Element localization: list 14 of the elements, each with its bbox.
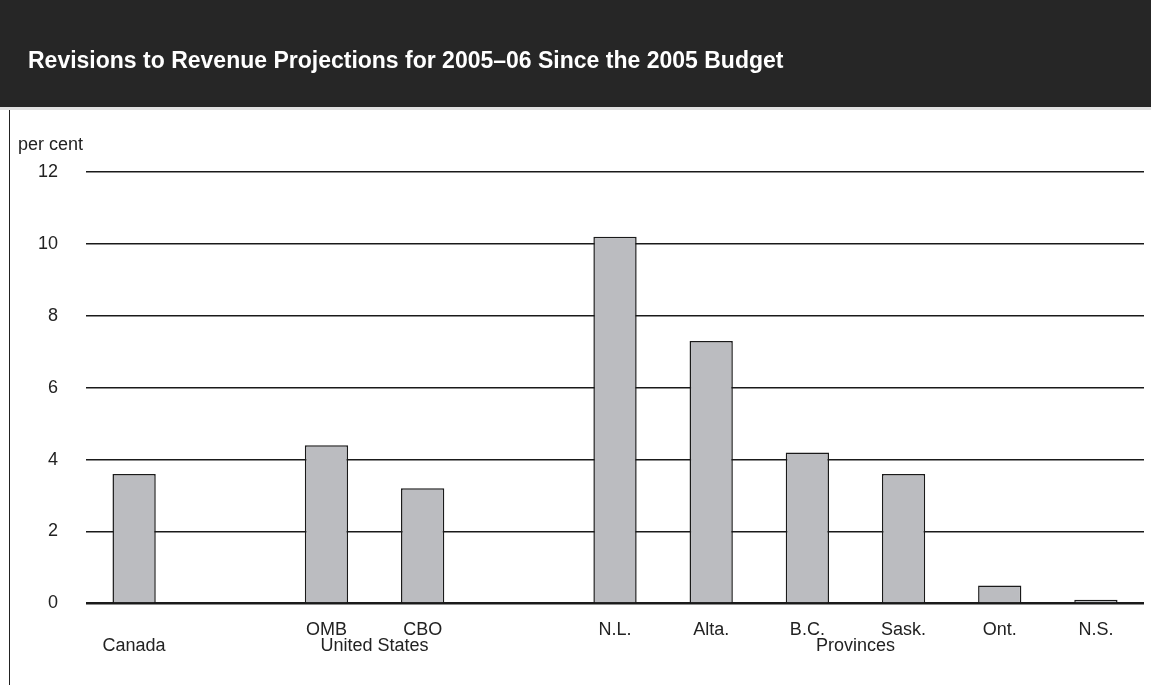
y-tick-label: 12 xyxy=(37,160,59,181)
text: Canada xyxy=(102,635,167,656)
y-tick-label: 0 xyxy=(48,592,59,613)
x-tick-label: Ont. xyxy=(982,619,1017,640)
y-tick-label: 4 xyxy=(48,448,59,469)
x-tick-label: N.S. xyxy=(1078,619,1114,640)
chart-title: Revisions to Revenue Projections for 2005–06 Since the 2005 Budget xyxy=(0,0,1151,110)
y-tick-label: 10 xyxy=(37,232,59,253)
y-axis-title: per cent xyxy=(18,134,84,154)
x-tick-label: N.L. xyxy=(598,619,632,640)
y-tick-label: 6 xyxy=(48,376,59,397)
y-tick-label: 8 xyxy=(48,304,59,325)
x-tick-label: Alta. xyxy=(693,619,730,640)
y-tick-label: 2 xyxy=(48,520,59,541)
